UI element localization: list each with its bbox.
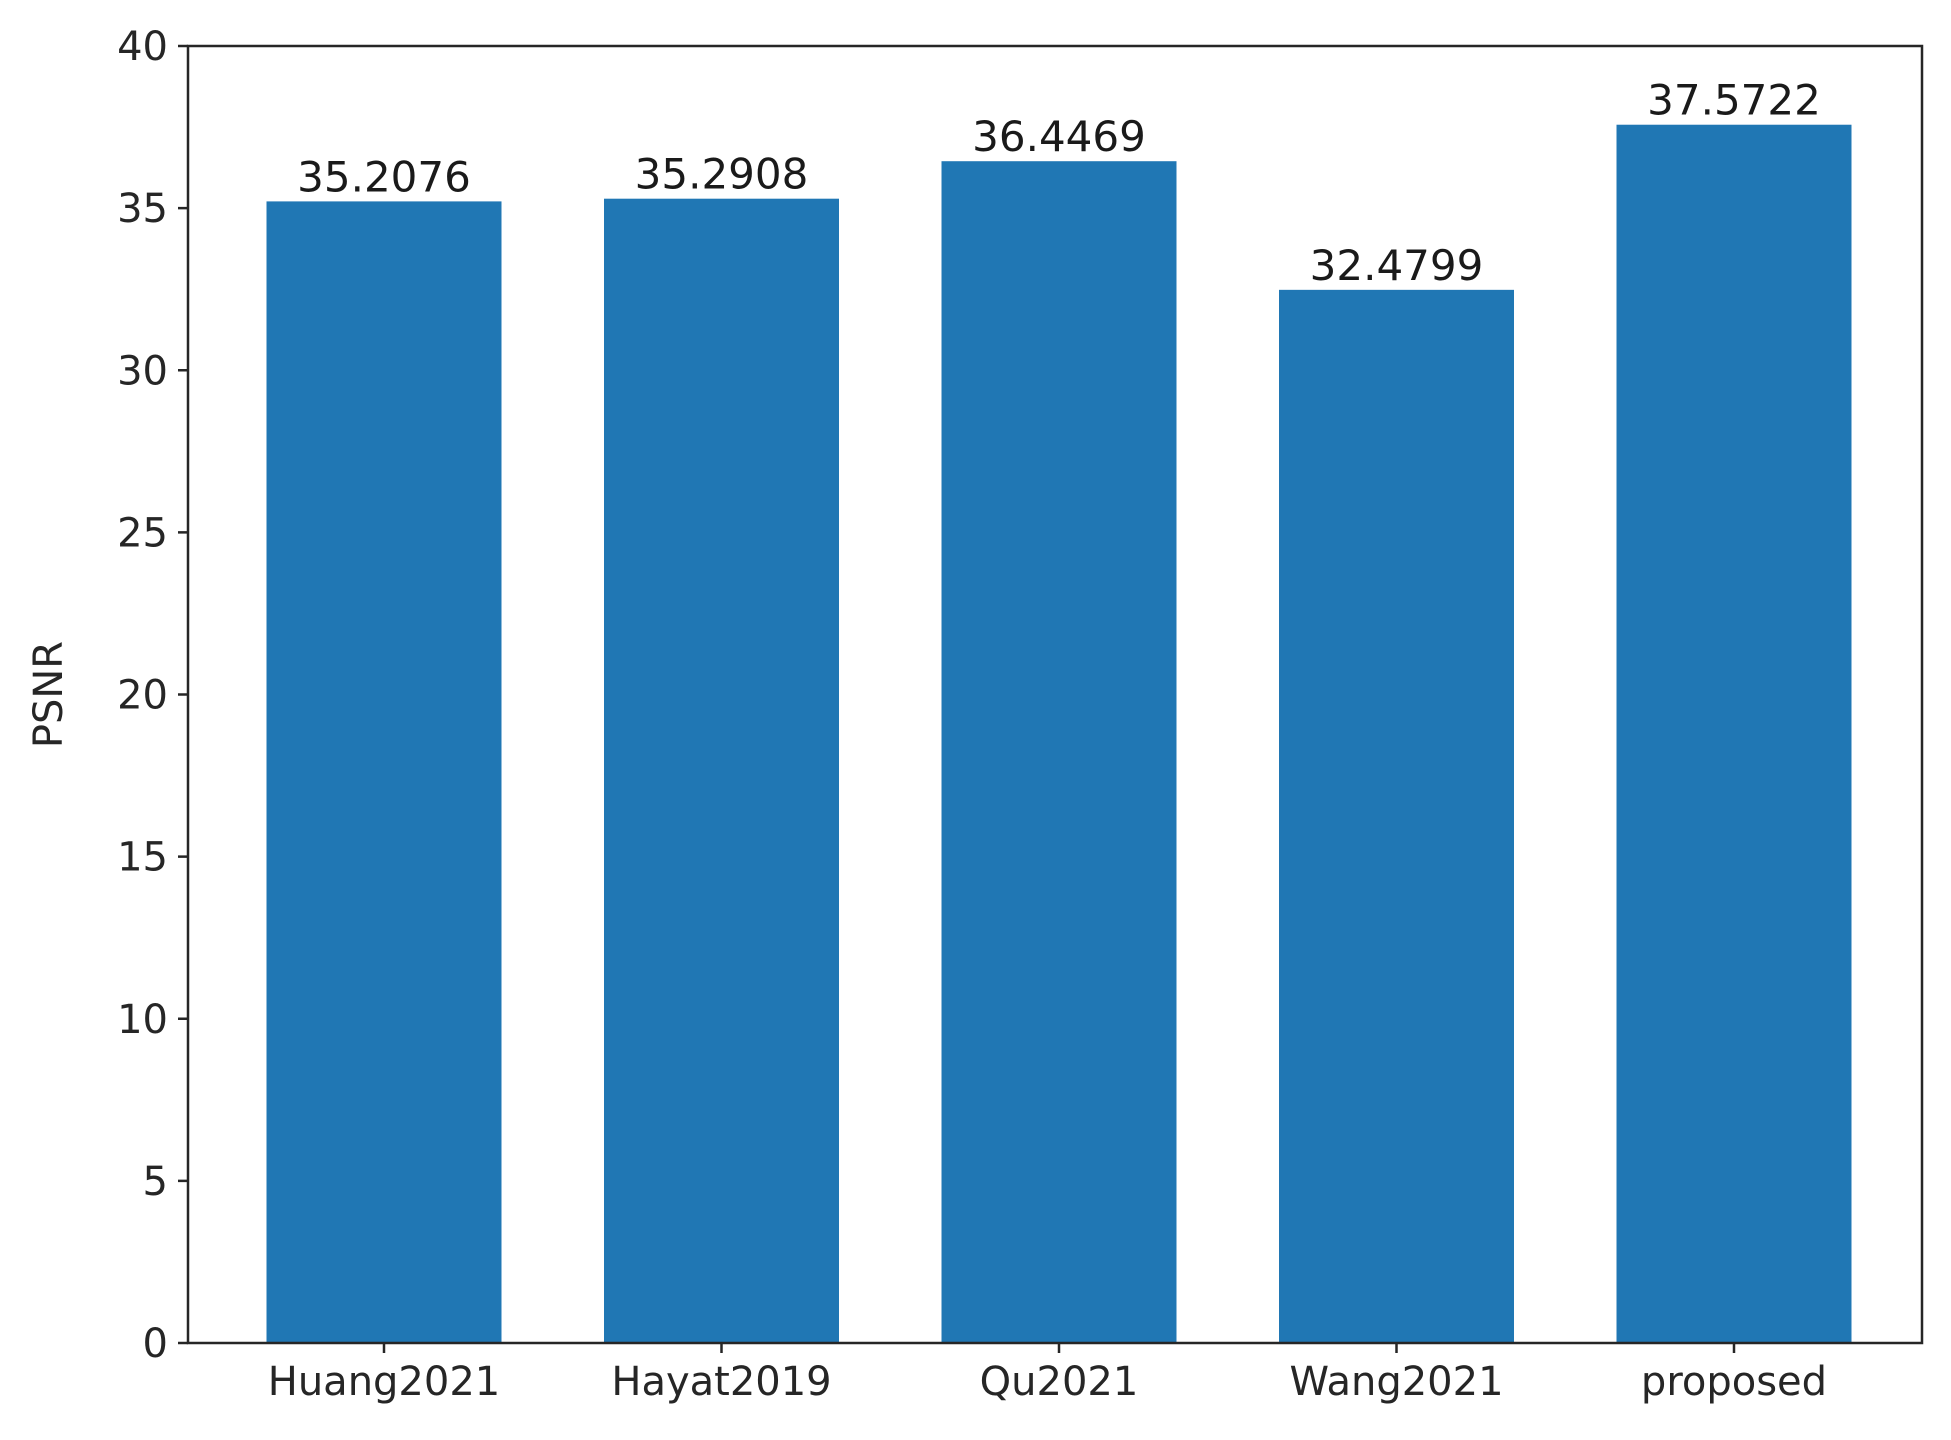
data-label: 35.2076: [297, 152, 471, 201]
x-axis-ticks: Huang2021 Hayat2019 Qu2021 Wang2021 proposed: [268, 1343, 1827, 1405]
data-label: 32.4799: [1310, 241, 1484, 290]
y-tick-label: 40: [117, 24, 168, 70]
bars-group: [266, 124, 1852, 1344]
x-tick-label: Hayat2019: [611, 1359, 831, 1405]
data-label: 36.4469: [972, 112, 1146, 161]
bar-proposed: [1616, 124, 1852, 1343]
y-tick-label: 10: [117, 997, 168, 1043]
y-tick-label: 35: [117, 186, 168, 232]
x-tick-label: proposed: [1641, 1359, 1827, 1405]
y-tick-label: 15: [117, 835, 168, 881]
data-label: 35.2908: [635, 150, 809, 199]
data-labels: 35.2076 35.2908 36.4469 32.4799 37.5722: [297, 76, 1821, 290]
plot-frame: [186, 44, 1924, 1345]
x-tick-label: Wang2021: [1289, 1359, 1503, 1405]
bar-huang2021: [266, 201, 502, 1344]
x-tick-label: Huang2021: [268, 1359, 500, 1405]
bar-qu2021: [941, 161, 1177, 1344]
y-tick-label: 30: [117, 348, 168, 394]
y-tick-label: 20: [117, 673, 168, 719]
y-axis-label: PSNR: [26, 641, 72, 748]
y-axis-ticks: 0 5 10 15 20 25 30 35 40: [117, 24, 188, 1367]
x-tick-label: Qu2021: [980, 1359, 1139, 1405]
y-tick-label: 5: [143, 1159, 168, 1205]
bar-hayat2019: [604, 198, 839, 1344]
y-tick-label: 0: [143, 1321, 168, 1367]
bar-wang2021: [1279, 289, 1514, 1343]
data-label: 37.5722: [1647, 76, 1821, 125]
y-tick-label: 25: [117, 510, 168, 556]
